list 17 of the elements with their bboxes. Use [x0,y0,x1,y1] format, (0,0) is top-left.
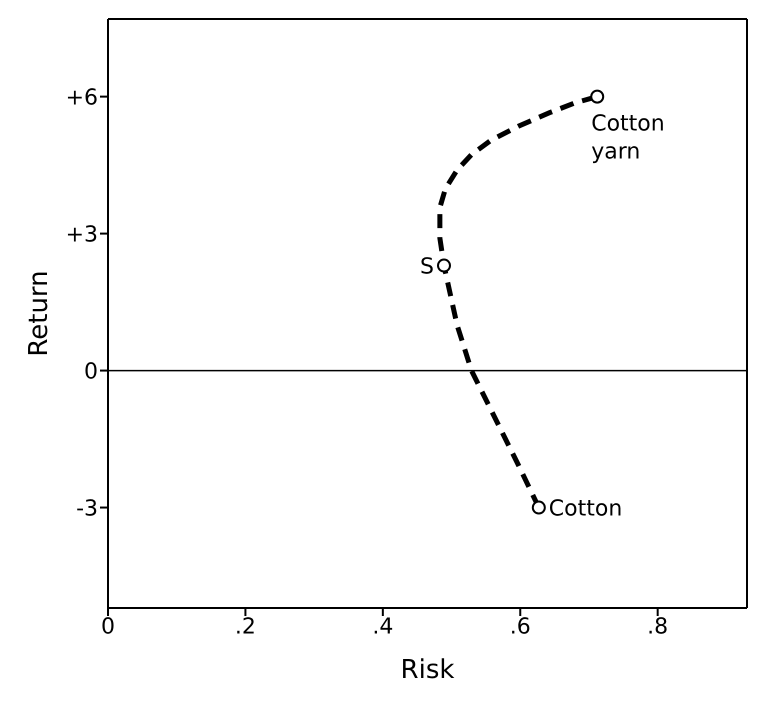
x-tick-label: .6 [510,614,531,640]
point [590,90,604,104]
y-tick-label: +3 [66,222,98,248]
y-tick-label: -3 [76,496,98,522]
annotation: Cotton [548,496,622,522]
annotation: Cotton yarn [591,112,665,165]
x-tick-label: .4 [372,614,394,640]
point [436,258,451,273]
x-tick-label: 0 [101,614,115,640]
x-axis-title: Risk [400,655,454,685]
y-tick-label: +6 [66,85,98,110]
x-tick-label: .8 [647,614,668,640]
x-tick-label: .2 [234,614,256,640]
annotation: S [420,254,434,280]
y-axis-title: Return [24,270,54,357]
y-tick-label: 0 [84,359,98,384]
point [532,500,546,515]
